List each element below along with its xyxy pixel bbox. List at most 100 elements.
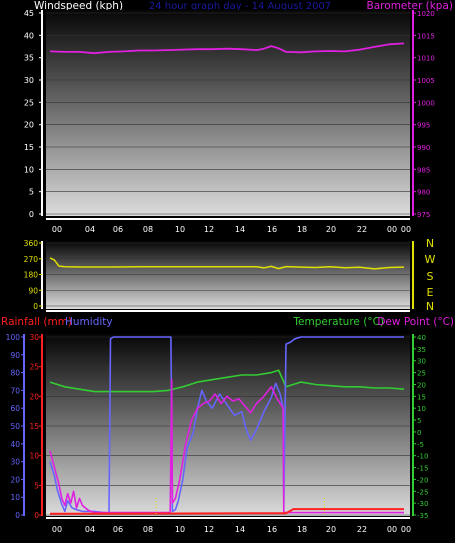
panel1-x-tick-label: 14 [235,225,245,234]
windspeed-axis-tick-label: 25 [24,98,34,107]
rainfall-axis-tick-label: 20 [29,392,39,401]
windspeed-axis-tick-label: 0 [29,210,34,219]
direction-axis-tick-label: 180 [24,271,39,280]
windspeed-axis-tick-label: 20 [24,121,34,130]
humidity-axis-tick-label: 30 [10,458,20,467]
panel1-x-tick-label: 18 [297,225,307,234]
compass-label-n: N [426,300,434,313]
panel3-x-tick-label: 12 [204,525,214,534]
rainfall-axis-tick-label: 15 [29,422,39,431]
barometer-axis-tick-label: 980 [417,189,430,197]
temperature-axis-tick-label: -35 [417,512,428,520]
humidity-axis-tick-label: 20 [10,475,20,484]
humidity-axis-tick-label: 10 [10,493,20,502]
temperature-axis-tick-label: -25 [417,488,428,496]
temperature-axis-tick-label: 30 [417,358,426,366]
panel1-x-tick-label: 08 [143,225,153,234]
temperature-label: Temperature (°C) [292,316,384,328]
barometer-axis-tick-label: 1015 [417,32,435,40]
compass-label-s: S [427,270,434,283]
direction-axis-tick-label: 360 [24,239,39,248]
windspeed-axis-tick-label: 35 [24,54,34,63]
rainfall-label: Rainfall (mm) [1,316,72,328]
temperature-axis-tick-label: -30 [417,500,428,508]
windspeed-axis-tick-label: 40 [24,31,34,40]
humidity-axis-tick-label: 40 [10,440,20,449]
panel1-x-tick-label: 12 [204,225,214,234]
humidity-axis-tick-label: 50 [10,422,20,431]
panel3-x-tick-label: 06 [113,525,123,534]
panel3-x-tick-label: 18 [297,525,307,534]
barometer-axis-tick-label: 990 [417,144,430,152]
temperature-axis-tick-label: 0 [417,429,421,437]
windspeed-axis-tick-label: 10 [24,165,34,174]
panel3-x-tick-label: 22 [357,525,367,534]
temperature-line [49,369,405,393]
rainfall-axis-tick-label: 10 [29,452,39,461]
panel3-x-tick-label: 16 [267,525,277,534]
panel3-x-tick-label: 10 [175,525,185,534]
panel2-background [46,241,410,309]
panel3-x-tick-label: 00 [52,525,62,534]
humidity-label: Humidity [65,316,113,328]
rainfall-axis-tick-label: 30 [29,333,39,342]
humidity-axis-tick-label: 80 [10,369,20,378]
panel3-background [46,334,410,516]
compass-label-n: N [426,237,434,250]
temperature-axis-tick-label: 10 [417,405,426,413]
panel3-x-tick-label: 04 [85,525,95,534]
barometer-axis-tick-label: 975 [417,211,430,219]
barometer-axis-tick-label: 1005 [417,77,435,85]
panel1-x-tick-label: 00 [52,225,62,234]
direction-axis-tick-label: 90 [28,286,38,295]
temperature-axis-tick-label: 15 [417,393,426,401]
compass-label-e: E [427,286,434,299]
dewpoint-label: Dew Point (°C) [377,316,454,328]
windspeed-axis-tick-label: 30 [24,76,34,85]
humidity-axis-tick-label: 70 [10,386,20,395]
windspeed-label: Windspeed (kph) [34,0,123,12]
rainfall-axis-tick-label: 0 [34,511,39,520]
windspeed-axis-tick-label: 45 [24,9,34,18]
humidity-axis-tick-label: 60 [10,404,20,413]
direction-axis-tick-label: 0 [33,302,38,311]
panel1-background [46,10,410,216]
temperature-axis-tick-label: -20 [417,476,428,484]
temperature-axis-tick-label: -15 [417,465,428,473]
barometer-axis-tick-label: 1020 [417,10,435,18]
compass-label-w: W [425,253,436,266]
temperature-axis-tick-label: 20 [417,381,426,389]
panel1-x-tick-label: 10 [175,225,185,234]
dewpoint-line [49,378,404,514]
panel1-x-tick-label: 06 [113,225,123,234]
windspeed-axis-tick-label: 5 [29,188,34,197]
humidity-axis-tick-label: 90 [10,351,20,360]
barometer-line [49,42,405,55]
temperature-axis-tick-label: 25 [417,370,426,378]
windspeed-axis-tick-label: 15 [24,143,34,152]
rainfall-axis-tick-label: 25 [29,363,39,372]
barometer-axis-tick-label: 1000 [417,99,435,107]
panel1-x-tick-label: 00 [387,225,397,234]
panel1-x-tick-label: 20 [326,225,336,234]
panel3-x-tick-label: 00 [401,525,411,534]
panel3-x-tick-label: 08 [143,525,153,534]
panel3-x-tick-label: 14 [235,525,245,534]
rain-humidity-temperature-panel: 0 5 10 15 20 25 30 0 10 20 30 40 50 60 70 80 90 100 -35 -… [6,333,429,534]
panel1-x-tick-label: 16 [267,225,277,234]
rainfall-line [49,508,404,515]
panel1-x-tick-label: 00 [401,225,411,234]
panel3-x-tick-label: 00 [387,525,397,534]
barometer-axis-tick-label: 995 [417,122,430,130]
temperature-axis-tick-label: 5 [417,417,421,425]
direction-axis-tick-label: 270 [24,255,39,264]
temperature-axis-tick-label: 35 [417,346,426,354]
barometer-label: Barometer (kpa) [367,0,453,12]
temperature-axis-tick-label: -10 [417,453,428,461]
wind-direction-line [49,257,405,270]
panel1-x-tick-label: 04 [85,225,95,234]
humidity-axis-tick-label: 100 [6,333,21,342]
